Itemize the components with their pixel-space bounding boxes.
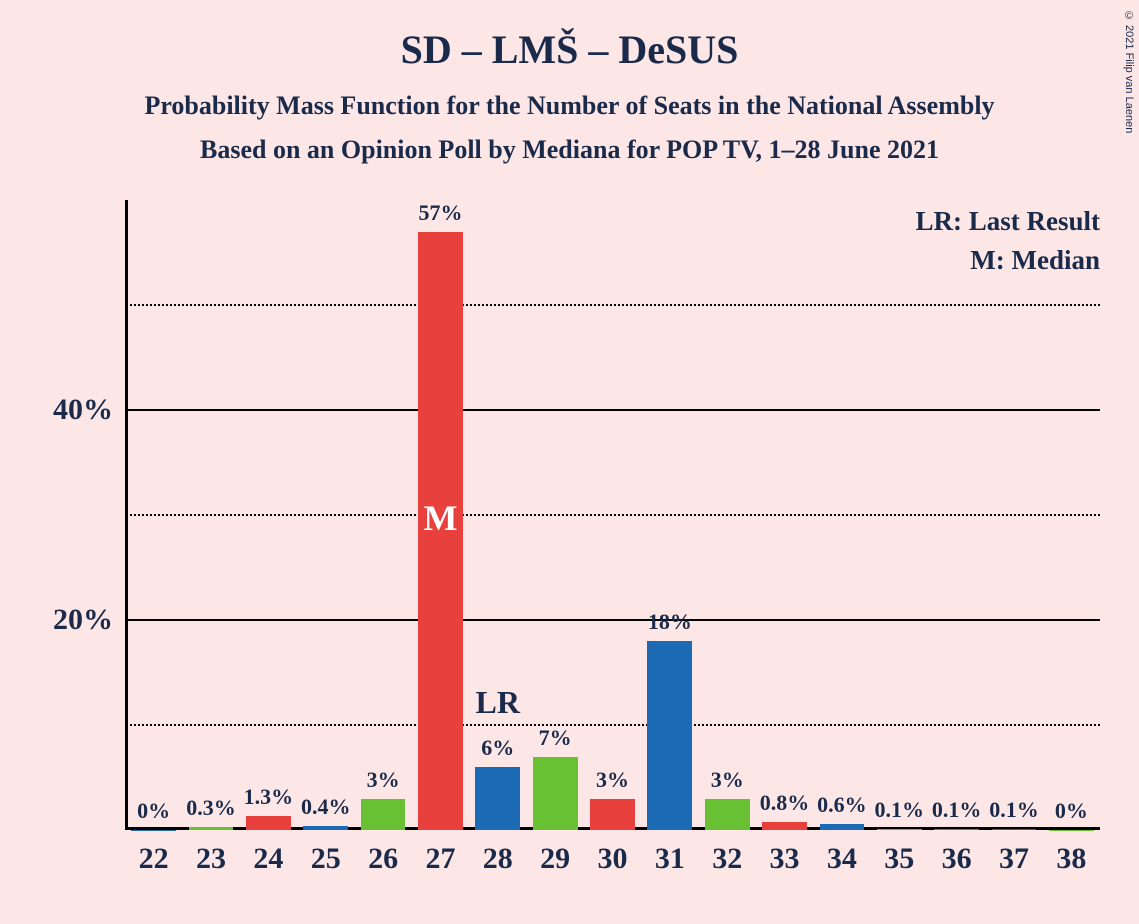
bar-value-label: 0.1% [875,797,925,823]
chart-subtitle-2: Based on an Opinion Poll by Mediana for … [0,121,1139,165]
bar [992,829,1037,830]
chart-title: SD – LMŠ – DeSUS [0,0,1139,73]
bar-value-label: 0.1% [989,797,1039,823]
bar-value-label: 0.6% [817,792,867,818]
bar [647,641,692,830]
bar [934,829,979,830]
bar-value-label: 0.8% [760,790,810,816]
bar-value-label: 3% [711,767,744,793]
bar [820,824,865,830]
x-axis-tick-label: 28 [483,830,513,876]
x-axis-tick-label: 24 [253,830,283,876]
bar [189,827,234,830]
x-axis-tick-label: 30 [598,830,628,876]
bar-value-label: 6% [481,735,514,761]
x-axis-tick-label: 33 [770,830,800,876]
last-result-marker: LR [476,684,520,721]
legend-lr: LR: Last Result [915,206,1100,237]
bar [533,757,578,831]
x-axis-tick-label: 35 [884,830,914,876]
x-axis-tick-label: 31 [655,830,685,876]
bar-value-label: 3% [596,767,629,793]
bar-value-label: 0.4% [301,794,351,820]
x-axis-tick-label: 25 [311,830,341,876]
bar-value-label: 0% [1055,798,1088,824]
bar-value-label: 1.3% [244,784,294,810]
bar [590,799,635,831]
x-axis-tick-label: 29 [540,830,570,876]
bar [131,830,176,831]
bar-value-label: 0.1% [932,797,982,823]
bar [705,799,750,831]
bar [361,799,406,831]
bar-value-label: 3% [367,767,400,793]
y-axis-tick-label: 20% [53,603,125,637]
bar-value-label: 18% [648,609,692,635]
copyright-text: © 2021 Filip van Laenen [1123,10,1135,133]
bar-chart: 20%40%2223242526272829303132333435363738… [125,200,1100,830]
x-axis-tick-label: 37 [999,830,1029,876]
bar [877,829,922,830]
x-axis-tick-label: 36 [942,830,972,876]
legend: LR: Last Result M: Median [915,206,1100,284]
bar [246,816,291,830]
x-axis-tick-label: 26 [368,830,398,876]
legend-median: M: Median [915,245,1100,276]
bar-value-label: 0.3% [186,795,236,821]
x-axis-tick-label: 27 [425,830,455,876]
bar [303,826,348,830]
bar [762,822,807,830]
x-axis-tick-label: 32 [712,830,742,876]
x-axis-tick-label: 22 [139,830,169,876]
bar-value-label: 0% [137,798,170,824]
bar [475,767,520,830]
x-axis-tick-label: 34 [827,830,857,876]
median-marker: M [423,497,457,539]
bar [1049,830,1094,831]
y-axis-tick-label: 40% [53,393,125,427]
bar-value-label: 57% [418,200,462,226]
bar-value-label: 7% [539,725,572,751]
chart-subtitle-1: Probability Mass Function for the Number… [0,73,1139,121]
x-axis-tick-label: 38 [1056,830,1086,876]
x-axis-tick-label: 23 [196,830,226,876]
